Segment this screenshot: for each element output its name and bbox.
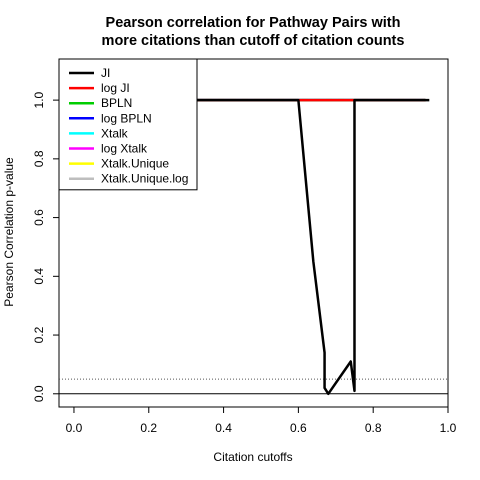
x-tick-label: 0.8 xyxy=(365,421,382,435)
chart-title-line1: Pearson correlation for Pathway Pairs wi… xyxy=(106,15,401,31)
legend-label-xtalk-unique-log: Xtalk.Unique.log xyxy=(101,172,188,186)
x-tick-label: 0.6 xyxy=(290,421,307,435)
y-axis-label: Pearson Correlation p-value xyxy=(2,157,16,307)
plot-frame xyxy=(58,58,449,408)
legend-label-log-xtalk: log Xtalk xyxy=(101,142,148,156)
x-tick-label: 0.0 xyxy=(66,421,83,435)
legend-box xyxy=(58,58,198,191)
x-tick-label: 0.4 xyxy=(215,421,232,435)
series-line-ji xyxy=(73,98,430,396)
x-tick-label: 1.0 xyxy=(440,421,457,435)
legend-label-bpln: BPLN xyxy=(101,96,132,110)
y-tick-label: 1.0 xyxy=(32,91,46,108)
y-tick-label: 0.8 xyxy=(32,150,46,167)
x-tick-label: 0.2 xyxy=(140,421,157,435)
legend-label-log-ji: log JI xyxy=(101,81,130,95)
legend-label-log-bpln: log BPLN xyxy=(101,111,152,125)
y-tick-label: 0.6 xyxy=(32,209,46,226)
y-tick-label: 0.0 xyxy=(32,385,46,402)
y-tick-label: 0.4 xyxy=(32,268,46,285)
x-axis-label: Citation cutoffs xyxy=(213,450,292,464)
legend-label-ji: JI xyxy=(101,66,110,80)
chart-title-line2: more citations than cutoff of citation c… xyxy=(102,33,405,49)
y-tick-label: 0.2 xyxy=(32,326,46,343)
legend-label-xtalk-unique: Xtalk.Unique xyxy=(101,157,169,171)
legend-label-xtalk: Xtalk xyxy=(101,126,129,140)
